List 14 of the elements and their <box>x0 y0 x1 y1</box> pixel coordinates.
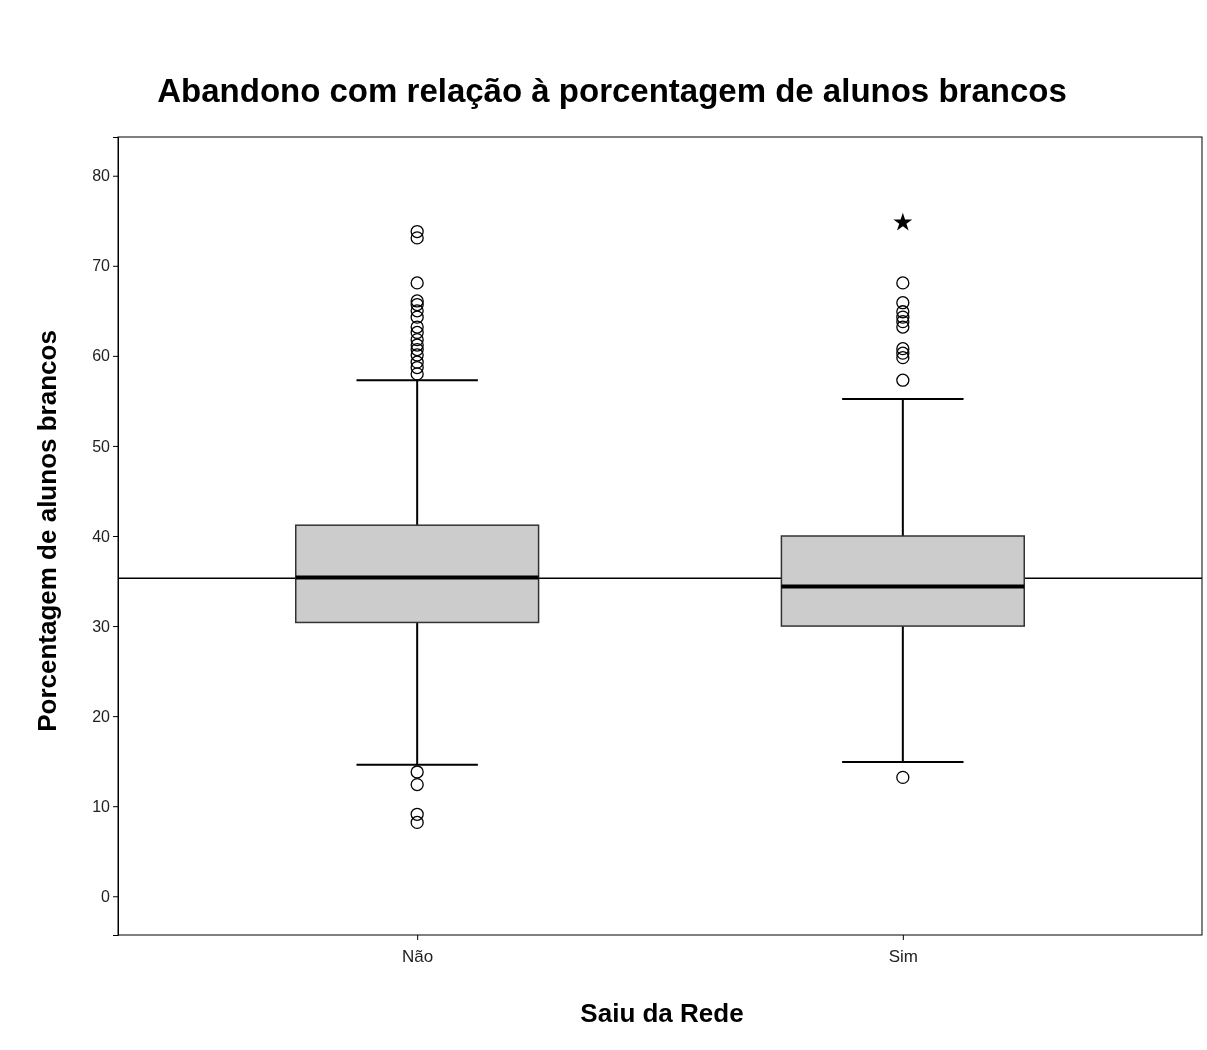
x-axis-title: Saiu da Rede <box>580 998 744 1028</box>
y-tick-label: 20 <box>92 707 111 725</box>
chart-title: Abandono com relação à porcentagem de alunos brancos <box>157 72 1067 109</box>
x-tick-label: Sim <box>888 946 918 966</box>
x-tick-label: Não <box>402 946 434 966</box>
y-tick-label: 80 <box>92 167 111 185</box>
y-tick-label: 0 <box>101 887 111 905</box>
y-tick-label: 60 <box>92 347 111 365</box>
y-axis-title: Porcentagem de alunos brancos <box>32 330 62 732</box>
y-tick-label: 30 <box>92 617 111 635</box>
y-tick-label: 50 <box>92 437 111 455</box>
y-tick-label: 10 <box>92 797 111 815</box>
y-tick-label: 70 <box>92 257 111 275</box>
y-tick-label: 40 <box>92 527 111 545</box>
